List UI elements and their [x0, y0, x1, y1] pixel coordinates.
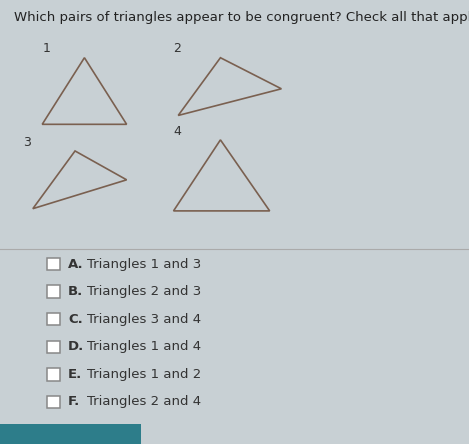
Bar	[47, 396, 60, 408]
Text: 1: 1	[42, 43, 50, 56]
Text: Which pairs of triangles appear to be congruent? Check all that apply.: Which pairs of triangles appear to be co…	[14, 11, 469, 24]
Text: B.: B.	[68, 285, 83, 298]
Text: 4: 4	[174, 125, 182, 138]
Text: 2: 2	[174, 43, 182, 56]
Bar	[47, 313, 60, 325]
Text: D.: D.	[68, 340, 84, 353]
Text: Triangles 1 and 3: Triangles 1 and 3	[87, 258, 201, 271]
Text: Triangles 1 and 2: Triangles 1 and 2	[87, 368, 201, 381]
Text: Triangles 3 and 4: Triangles 3 and 4	[87, 313, 201, 326]
Text: E.: E.	[68, 368, 82, 381]
Text: Triangles 2 and 3: Triangles 2 and 3	[87, 285, 201, 298]
Text: Triangles 1 and 4: Triangles 1 and 4	[87, 340, 201, 353]
Text: A.: A.	[68, 258, 83, 271]
Bar	[47, 341, 60, 353]
Bar	[47, 285, 60, 298]
Text: Triangles 2 and 4: Triangles 2 and 4	[87, 395, 201, 408]
Text: PREVIOUS: PREVIOUS	[42, 428, 110, 440]
FancyBboxPatch shape	[0, 424, 141, 444]
Bar	[47, 368, 60, 381]
Text: C.: C.	[68, 313, 83, 326]
Text: 3: 3	[23, 136, 31, 149]
Text: F.: F.	[68, 395, 80, 408]
Bar	[47, 258, 60, 270]
